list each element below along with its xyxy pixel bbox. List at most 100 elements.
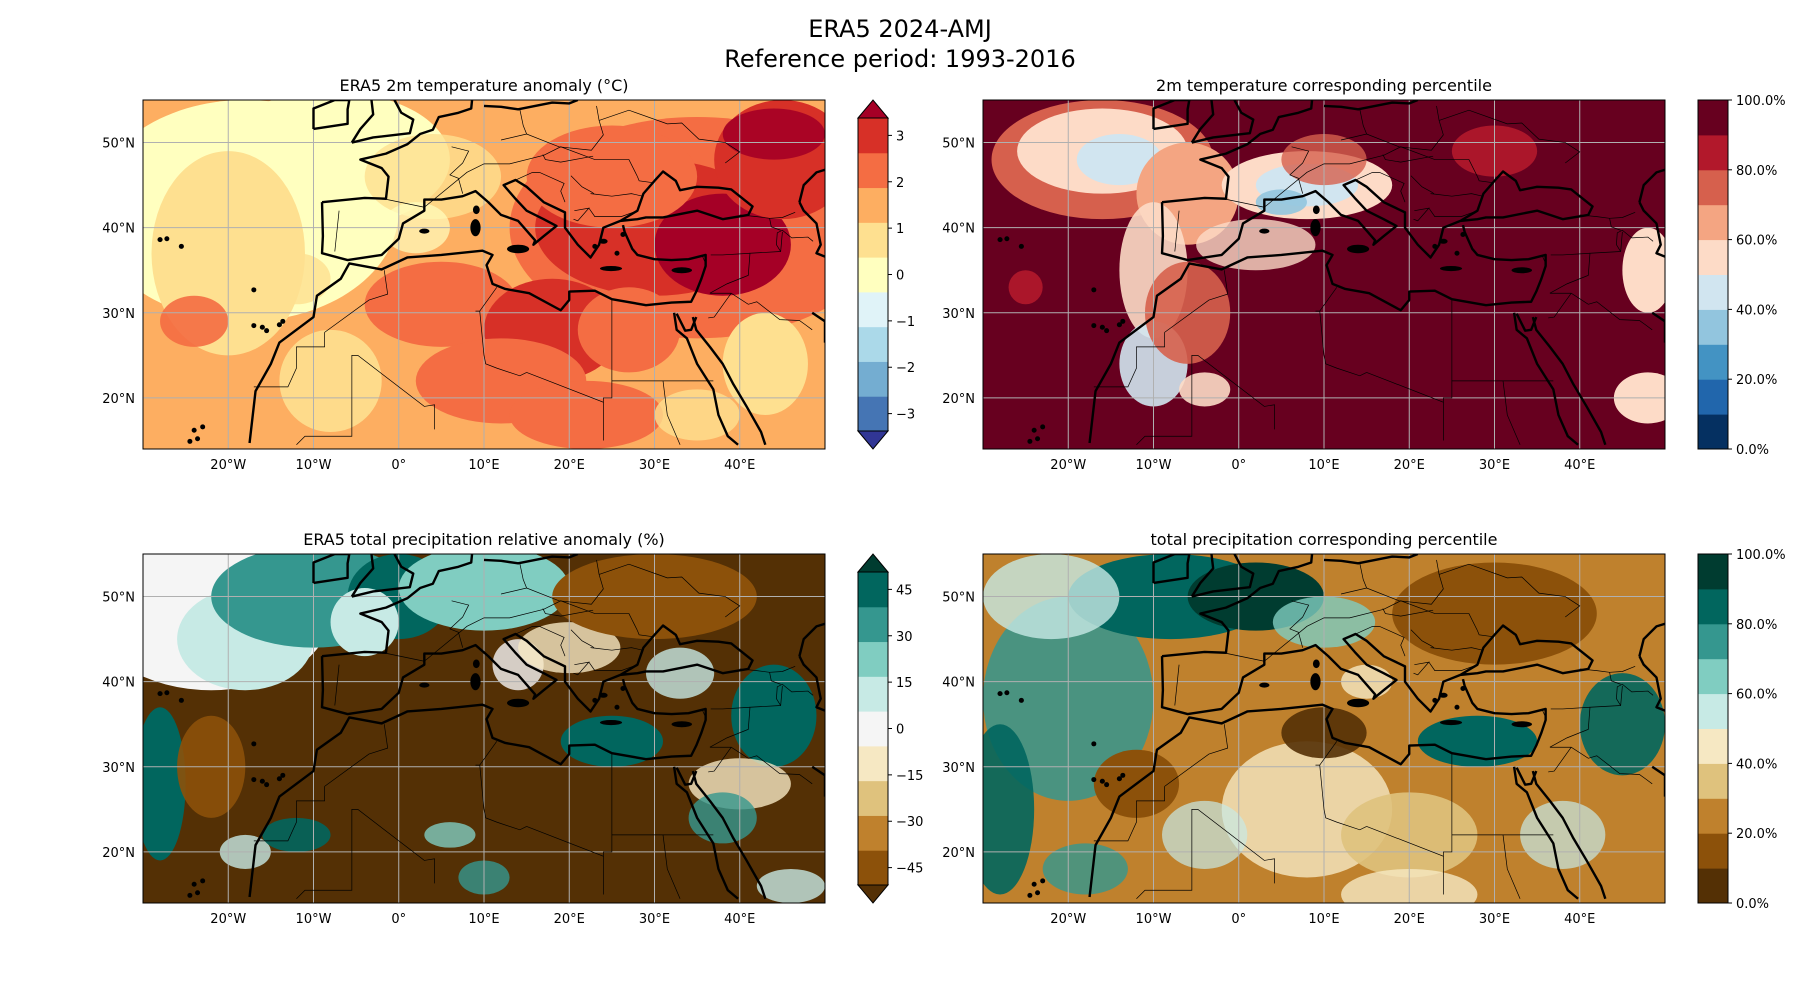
island <box>1312 659 1320 669</box>
colorbar-segment <box>1698 623 1728 660</box>
island <box>259 324 265 330</box>
x-tick-label: 20°E <box>1394 912 1425 927</box>
colorbar-tick-label: 0 <box>896 269 904 284</box>
field-patch <box>1162 800 1248 869</box>
field-patch <box>143 707 186 861</box>
island <box>1018 243 1024 249</box>
island <box>164 690 170 696</box>
island <box>1312 205 1320 215</box>
colorbar-segment <box>858 676 888 712</box>
colorbar-segment <box>1698 798 1728 834</box>
colorbar-segment <box>1698 763 1728 799</box>
colorbar-tick-label: −3 <box>896 408 915 423</box>
island <box>1460 685 1466 691</box>
island <box>1454 250 1460 256</box>
field-patch <box>983 724 1035 895</box>
field-patch <box>1042 843 1128 895</box>
field-patch <box>731 664 817 767</box>
island <box>1091 777 1097 783</box>
colorbar-segment <box>858 257 888 293</box>
island <box>157 691 163 697</box>
field-patch <box>1076 134 1163 186</box>
y-tick-label: 20°N <box>942 392 975 407</box>
island <box>1432 243 1438 249</box>
x-tick-label: 30°E <box>1479 912 1510 927</box>
y-tick-label: 40°N <box>102 676 135 691</box>
island <box>251 323 257 329</box>
colorbar-segment <box>1698 833 1728 869</box>
y-tick-label: 40°N <box>102 222 135 237</box>
x-tick-label: 40°E <box>1564 912 1595 927</box>
map-field <box>143 100 825 449</box>
map-frame <box>982 553 1666 904</box>
island <box>614 704 620 710</box>
map-frame <box>142 553 826 904</box>
island <box>1120 772 1126 778</box>
island <box>1091 741 1097 747</box>
field-patch <box>1008 270 1043 305</box>
field-patch <box>1255 189 1307 215</box>
island <box>251 777 257 783</box>
island <box>1027 438 1033 444</box>
colorbar-tick-label: 100.0% <box>1736 548 1786 563</box>
colorbar-segment <box>1698 554 1728 590</box>
country-borders <box>1093 559 1654 899</box>
colorbar: 3 2 1 0 −1 −2 −3 <box>856 99 915 450</box>
field-patch <box>424 822 476 848</box>
island <box>1439 265 1463 272</box>
colorbar-segment <box>858 780 888 816</box>
island <box>1031 427 1037 433</box>
country-borders <box>1093 105 1654 445</box>
field-patch <box>160 295 229 347</box>
colorbar-segment <box>858 118 888 154</box>
field-patch <box>1417 715 1538 767</box>
field-patch <box>1579 673 1665 776</box>
colorbar-tick-label: 15 <box>896 676 913 691</box>
colorbar-tick-label: 45 <box>896 583 913 598</box>
x-tick-label: 10°W <box>296 912 332 927</box>
island <box>1091 323 1097 329</box>
map-field <box>143 554 825 903</box>
island <box>1027 892 1033 898</box>
colorbar-segment <box>858 291 888 328</box>
x-tick-label: 40°E <box>724 912 755 927</box>
colorbar-extend-max <box>856 553 890 573</box>
colorbar-tick-label: 0.0% <box>1736 443 1769 458</box>
field-patch <box>722 108 825 160</box>
graticule <box>143 100 825 449</box>
island <box>997 691 1003 697</box>
island <box>620 231 626 237</box>
island <box>671 721 693 728</box>
colorbar-extend-max <box>856 99 890 119</box>
island <box>1439 692 1448 698</box>
country-borders <box>253 105 814 445</box>
panel-t2m-anomaly: ERA5 2m temperature anomaly (°C) 20°W 10°W… <box>102 76 915 473</box>
colorbar-segment <box>1698 344 1728 380</box>
island <box>620 685 626 691</box>
panel-tp-anomaly: ERA5 total precipitation relative anomal… <box>102 530 923 927</box>
colorbar-segment <box>858 815 888 851</box>
x-tick-label: 20°E <box>1394 458 1425 473</box>
x-tick-label: 40°E <box>1564 458 1595 473</box>
x-tick-label: 0° <box>1231 458 1246 473</box>
field-patch <box>1196 219 1316 271</box>
colorbar-tick-label: 3 <box>896 129 904 144</box>
field-patch <box>560 715 664 767</box>
colorbar-segment <box>858 711 888 747</box>
island <box>280 318 286 324</box>
island <box>1099 778 1105 784</box>
island <box>1035 436 1041 442</box>
island <box>1432 697 1438 703</box>
y-tick-label: 50°N <box>102 591 135 606</box>
colorbar-segment <box>1698 100 1728 136</box>
island <box>1116 776 1122 782</box>
colorbar-tick-label: 80.0% <box>1736 618 1777 633</box>
x-tick-label: 0° <box>1231 912 1246 927</box>
island <box>1104 782 1110 788</box>
map-frame <box>982 99 1666 450</box>
island <box>1035 890 1041 896</box>
y-tick-label: 30°N <box>102 307 135 322</box>
graticule <box>143 554 825 903</box>
colorbar-segment <box>1698 658 1728 695</box>
